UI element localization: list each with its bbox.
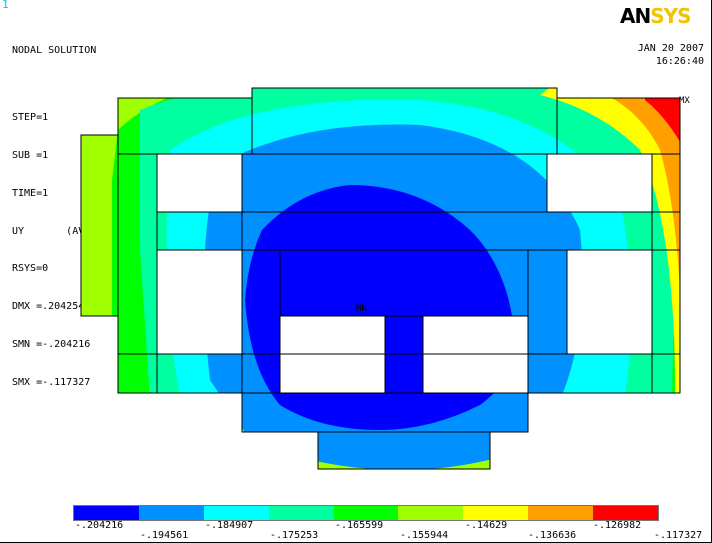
min-marker-label: MN bbox=[356, 304, 367, 314]
legend-swatch-5 bbox=[333, 506, 399, 520]
legend-swatch-3 bbox=[203, 506, 269, 520]
info-line-smn: SMN =-.204216 bbox=[12, 338, 91, 350]
legend-tick-upper-3: -.165599 bbox=[335, 520, 384, 531]
contour-band-9 bbox=[645, 88, 680, 160]
info-line-dmx: DMX =.204254 bbox=[12, 301, 85, 313]
legend-swatch-2 bbox=[138, 506, 204, 520]
hole-top-left bbox=[156, 153, 243, 213]
logo-part-accent: SYS bbox=[650, 4, 691, 28]
solution-info-panel: NODAL SOLUTION STEP=1 SUB =1 TIME=1 UY (… bbox=[12, 20, 96, 402]
legend-swatch-4 bbox=[268, 506, 334, 520]
legend-tick-upper-5: -.126982 bbox=[593, 520, 642, 531]
legend-swatch-1 bbox=[74, 506, 139, 520]
info-line-smx: SMX =-.117327 bbox=[12, 376, 91, 388]
ansys-logo: ANSYS bbox=[620, 4, 692, 28]
legend-swatch-9 bbox=[593, 506, 659, 520]
legend-swatch-6 bbox=[398, 506, 464, 520]
solution-title: NODAL SOLUTION bbox=[12, 45, 97, 57]
legend-tick-upper-2: -.184907 bbox=[205, 520, 254, 531]
legend-tick-lower-3: -.155944 bbox=[400, 530, 449, 541]
info-line-sub: SUB =1 bbox=[12, 149, 49, 161]
element-edges bbox=[80, 87, 681, 470]
hole-mid-left bbox=[156, 249, 243, 355]
legend-tick-upper-1: -.204216 bbox=[75, 520, 124, 531]
info-line-time: TIME=1 bbox=[12, 187, 49, 199]
hole-mid-right bbox=[566, 249, 653, 355]
legend-tick-lower-5: -.117327 bbox=[654, 530, 703, 541]
legend-tick-lower-4: -.136636 bbox=[528, 530, 577, 541]
legend-tick-lower-1: -.194561 bbox=[140, 530, 189, 541]
info-line-step: STEP=1 bbox=[12, 112, 49, 124]
window-number: 1 bbox=[2, 0, 9, 11]
max-marker-label: MX bbox=[679, 96, 690, 106]
legend-swatch-7 bbox=[463, 506, 529, 520]
info-line-rsys: RSYS=0 bbox=[12, 263, 49, 275]
contour-band-8 bbox=[600, 88, 680, 400]
timestamp-time: 16:26:40 bbox=[655, 56, 704, 67]
hole-top-right bbox=[546, 153, 653, 213]
legend-swatch-8 bbox=[528, 506, 594, 520]
legend-tick-lower-2: -.175253 bbox=[270, 530, 319, 541]
timestamp: JAN 20 2007 16:26:40 bbox=[638, 42, 704, 68]
legend-tick-upper-4: -.14629 bbox=[465, 520, 508, 531]
color-legend-bar bbox=[73, 505, 659, 521]
timestamp-date: JAN 20 2007 bbox=[637, 43, 704, 54]
logo-part-main: AN bbox=[620, 4, 651, 28]
